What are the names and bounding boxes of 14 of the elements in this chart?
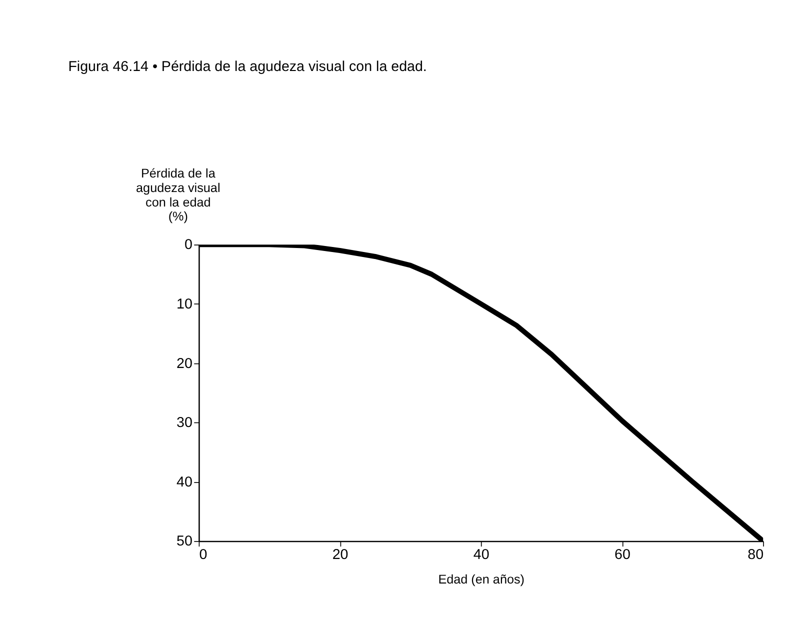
chart-title: Figura 46.14 • Pérdida de la agudeza visual con la edad. [68, 59, 427, 76]
y-axis-title: Pérdida de la agudeza visual con la edad (%) [136, 166, 220, 224]
y-tick-label: 50 [176, 534, 193, 550]
x-tick-label: 40 [473, 547, 490, 564]
y-tick-label: 10 [176, 296, 193, 313]
y-tick-label: 40 [176, 474, 193, 490]
x-axis-title: Edad (en años) [438, 572, 525, 587]
x-tick-label: 60 [614, 547, 630, 564]
y-tick-label: 20 [176, 356, 193, 372]
y-tick-label: 30 [176, 415, 193, 432]
x-tick-label: 80 [748, 547, 764, 564]
y-tick-label: 0 [184, 237, 193, 254]
x-tick-label: 20 [332, 547, 348, 564]
x-tick-label: 0 [199, 547, 208, 564]
